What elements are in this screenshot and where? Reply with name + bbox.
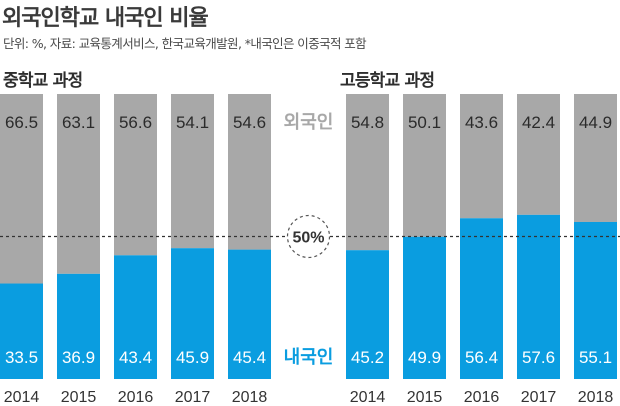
high-foreign-value-2016: 43.6: [465, 113, 498, 132]
high-domestic-value-2016: 56.4: [465, 348, 498, 367]
middle-foreign-bar-2015: [57, 94, 100, 274]
middle-year-2015: 2015: [61, 389, 97, 406]
middle-foreign-value-2017: 54.1: [176, 113, 209, 132]
middle-foreign-bar-2014: [0, 94, 43, 284]
high-year-2018: 2018: [578, 389, 614, 406]
high-domestic-bar-2014: [346, 250, 389, 379]
high-domestic-value-2014: 45.2: [351, 348, 384, 367]
high-domestic-bar-2016: [460, 218, 503, 379]
labels-layer: 66.5 33.5 2014 63.1 36.9 2015 56.6 43.4 2016 54.1…: [4, 113, 614, 406]
high-foreign-bar-2014: [346, 94, 389, 251]
high-foreign-value-2014: 54.8: [351, 113, 384, 132]
middle-domestic-value-2015: 36.9: [62, 348, 95, 367]
high-foreign-value-2017: 42.4: [522, 113, 555, 132]
high-foreign-value-2015: 50.1: [408, 113, 441, 132]
source-note: 단위: %, 자료: 교육통계서비스, 한국교육개발원, *내국인은 이중국적 …: [3, 36, 367, 51]
middle-foreign-value-2016: 56.6: [119, 113, 152, 132]
high-foreign-bar-2016: [460, 94, 503, 219]
middle-domestic-value-2018: 45.4: [233, 348, 266, 367]
middle-domestic-value-2017: 45.9: [176, 348, 209, 367]
high-foreign-bar-2017: [517, 94, 560, 215]
bars-layer: [0, 94, 617, 379]
high-domestic-bar-2018: [574, 221, 617, 379]
high-year-2015: 2015: [407, 389, 443, 406]
fifty-percent-label: 50%: [292, 230, 324, 247]
high-domestic-value-2017: 57.6: [522, 348, 555, 367]
middle-year-2017: 2017: [175, 389, 211, 406]
middle-foreign-value-2014: 66.5: [5, 113, 38, 132]
middle-school-title: 중학교 과정: [3, 71, 83, 91]
high-year-2017: 2017: [521, 389, 557, 406]
high-domestic-bar-2017: [517, 214, 560, 379]
middle-domestic-bar-2014: [0, 283, 43, 379]
high-foreign-bar-2018: [574, 94, 617, 222]
center-layer: 외국인 50% 내국인: [284, 112, 334, 367]
middle-domestic-bar-2018: [228, 249, 271, 379]
high-domestic-bar-2015: [403, 236, 446, 379]
domestic-label: 내국인: [284, 347, 334, 367]
foreign-label: 외국인: [284, 112, 334, 132]
high-domestic-value-2018: 55.1: [579, 348, 612, 367]
middle-domestic-bar-2015: [57, 273, 100, 379]
middle-foreign-bar-2018: [228, 94, 271, 250]
middle-domestic-bar-2017: [171, 248, 214, 379]
fifty-percent-badge: [286, 214, 331, 259]
high-school-title: 고등학교 과정: [340, 71, 435, 91]
middle-foreign-bar-2016: [114, 94, 157, 256]
middle-foreign-bar-2017: [171, 94, 214, 249]
middle-year-2014: 2014: [4, 389, 40, 406]
high-foreign-value-2018: 44.9: [579, 113, 612, 132]
high-year-2014: 2014: [350, 389, 386, 406]
middle-year-2018: 2018: [232, 389, 268, 406]
high-domestic-value-2015: 49.9: [408, 348, 441, 367]
middle-domestic-value-2016: 43.4: [119, 348, 152, 367]
high-year-2016: 2016: [464, 389, 500, 406]
middle-foreign-value-2015: 63.1: [62, 113, 95, 132]
middle-foreign-value-2018: 54.6: [233, 113, 266, 132]
high-foreign-bar-2015: [403, 94, 446, 237]
middle-year-2016: 2016: [118, 389, 154, 406]
middle-domestic-bar-2016: [114, 255, 157, 379]
middle-domestic-value-2014: 33.5: [5, 348, 38, 367]
chart-title: 외국인학교 내국인 비율: [2, 6, 209, 31]
